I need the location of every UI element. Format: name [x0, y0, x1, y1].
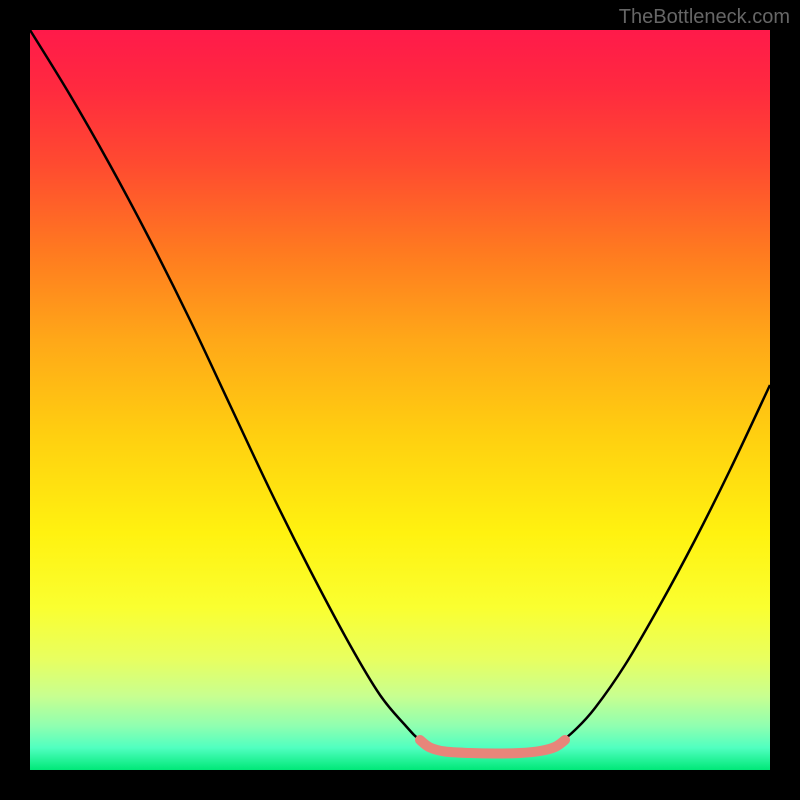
watermark-text: TheBottleneck.com [619, 6, 790, 29]
chart-container: TheBottleneck.com [0, 0, 800, 800]
plot-background [30, 30, 770, 770]
bottleneck-chart [0, 0, 800, 800]
